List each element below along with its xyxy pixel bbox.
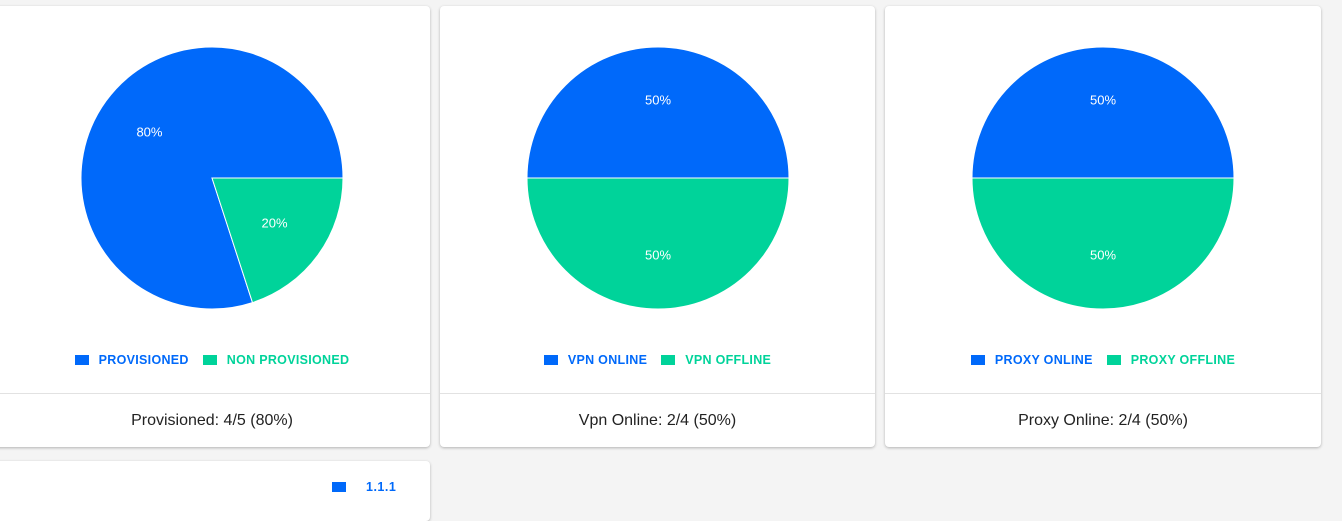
pie-slice-vpn-1[interactable] bbox=[526, 177, 790, 310]
legend-label-version[interactable]: 1.1.1 bbox=[366, 480, 397, 494]
pie-data-label-vpn-0: 50% bbox=[645, 93, 671, 108]
pie-slice-provisioned-1[interactable] bbox=[211, 177, 344, 304]
vpn-chart-card: 50% 50% VPN ONLINE VPN OFFLINE Vpn Online… bbox=[440, 6, 875, 447]
legend-swatch-vpn-offline bbox=[661, 355, 676, 365]
provisioned-chart-card: 80% 20% PROVISIONED NON PROVISIONED Provi… bbox=[0, 6, 430, 447]
proxy-summary: Proxy Online: 2/4 (50%) bbox=[1018, 411, 1188, 429]
card-divider bbox=[0, 393, 430, 394]
legend-label-provisioned: PROVISIONED bbox=[98, 353, 189, 367]
legend-item-non-provisioned[interactable]: NON PROVISIONED bbox=[202, 353, 350, 367]
legend-label-vpn-online: VPN ONLINE bbox=[567, 353, 648, 367]
provisioned-summary: Provisioned: 4/5 (80%) bbox=[131, 411, 293, 429]
provisioned-pie-chart: 80% 20% bbox=[80, 46, 344, 310]
legend-swatch-non-provisioned bbox=[202, 355, 217, 365]
pie-data-label-proxy-1: 50% bbox=[1090, 247, 1116, 262]
legend-item-provisioned[interactable]: PROVISIONED bbox=[74, 353, 189, 367]
proxy-legend: PROXY ONLINE PROXY OFFLINE bbox=[885, 353, 1321, 367]
vpn-pie-chart: 50% 50% bbox=[526, 46, 790, 310]
legend-label-proxy-offline: PROXY OFFLINE bbox=[1130, 353, 1236, 367]
card-divider bbox=[885, 393, 1321, 394]
pie-slice-proxy-0[interactable] bbox=[971, 46, 1235, 179]
legend-swatch-vpn-online bbox=[543, 355, 558, 365]
legend-label-non-provisioned: NON PROVISIONED bbox=[226, 353, 350, 367]
vpn-legend: VPN ONLINE VPN OFFLINE bbox=[440, 353, 875, 367]
legend-swatch-proxy-offline bbox=[1106, 355, 1121, 365]
version-legend: 1.1.1 bbox=[332, 480, 396, 494]
proxy-pie-chart: 50% 50% bbox=[971, 46, 1235, 310]
pie-data-label-provisioned-0: 80% bbox=[136, 125, 162, 140]
version-chart-card: 1.1.1 bbox=[0, 461, 430, 521]
legend-swatch-version bbox=[332, 482, 346, 492]
legend-item-proxy-offline[interactable]: PROXY OFFLINE bbox=[1106, 353, 1236, 367]
legend-label-proxy-online: PROXY ONLINE bbox=[994, 353, 1093, 367]
pie-slice-proxy-1[interactable] bbox=[971, 177, 1235, 310]
vpn-summary: Vpn Online: 2/4 (50%) bbox=[578, 411, 737, 429]
legend-item-proxy-online[interactable]: PROXY ONLINE bbox=[970, 353, 1093, 367]
pie-data-label-proxy-0: 50% bbox=[1090, 93, 1116, 108]
proxy-chart-card: 50% 50% PROXY ONLINE PROXY OFFLINE Proxy … bbox=[885, 6, 1321, 447]
legend-item-vpn-online[interactable]: VPN ONLINE bbox=[543, 353, 648, 367]
pie-data-label-provisioned-1: 20% bbox=[262, 215, 288, 230]
card-divider bbox=[440, 393, 875, 394]
legend-label-vpn-offline: VPN OFFLINE bbox=[685, 353, 772, 367]
legend-swatch-provisioned bbox=[74, 355, 89, 365]
legend-swatch-proxy-online bbox=[970, 355, 985, 365]
legend-item-vpn-offline[interactable]: VPN OFFLINE bbox=[661, 353, 771, 367]
pie-slice-vpn-0[interactable] bbox=[526, 46, 790, 179]
pie-data-label-vpn-1: 50% bbox=[645, 247, 671, 262]
provisioned-legend: PROVISIONED NON PROVISIONED bbox=[0, 353, 430, 367]
